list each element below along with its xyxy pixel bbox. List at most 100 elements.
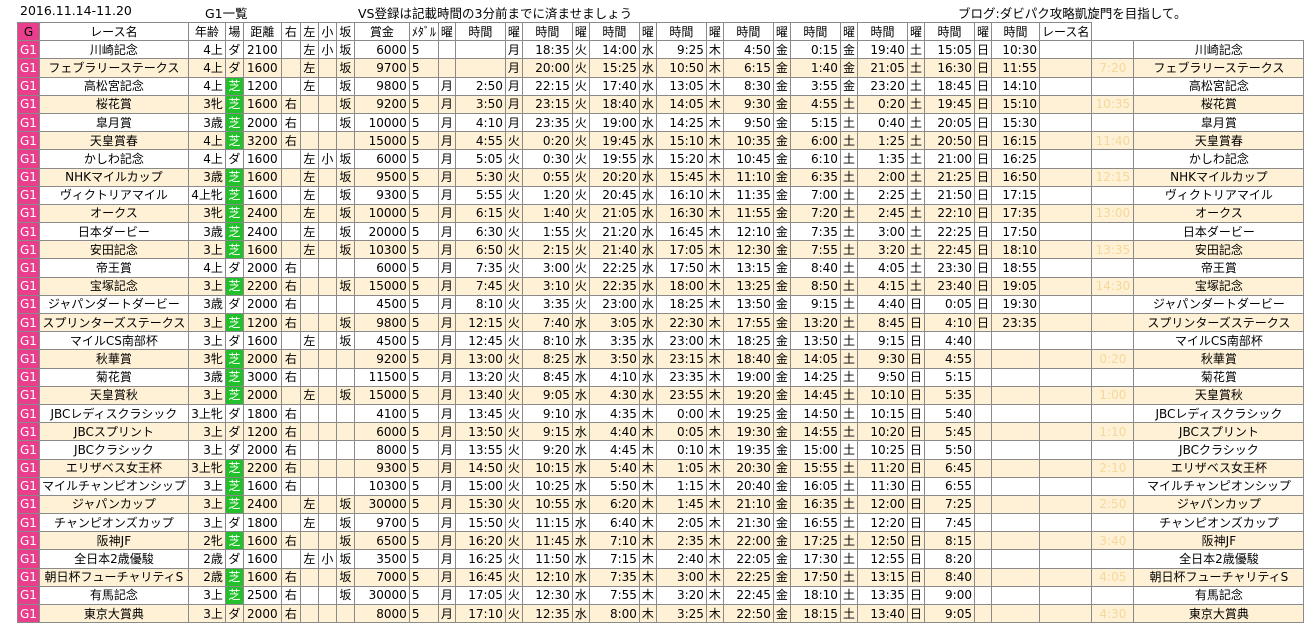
right-turn-cell bbox=[280, 203, 301, 224]
prize-cell: 9800 bbox=[353, 76, 410, 96]
weekday-cell: 土 bbox=[839, 112, 858, 133]
age-cell: 3上 bbox=[187, 513, 226, 533]
race-name-cell: 菊花賞 bbox=[1133, 367, 1305, 387]
right-turn-cell: 右 bbox=[280, 349, 301, 369]
left-turn-cell bbox=[299, 112, 319, 133]
time-cell: 23:00 bbox=[588, 294, 640, 315]
time-cell: 10:15 bbox=[521, 458, 573, 478]
weekday-cell: 月 bbox=[437, 494, 456, 515]
time-cell: 9:25 bbox=[655, 40, 707, 60]
weekday-cell: 日 bbox=[906, 312, 925, 333]
column-header: 時間 bbox=[655, 21, 707, 42]
time-cell: 4:45 bbox=[588, 440, 640, 460]
time-cell: 13:35 bbox=[1091, 240, 1135, 260]
grade-cell: G1 bbox=[17, 349, 40, 369]
time-cell: 19:05 bbox=[990, 276, 1040, 296]
time-cell bbox=[1091, 585, 1135, 606]
medal-cell: 5 bbox=[408, 367, 439, 387]
weekday-cell: 木 bbox=[705, 385, 724, 405]
race-row: G1 安田記念 3上芝 1600 左坂 10300 5 月 6:50 火 2:15 火 21:40 水 17… bbox=[17, 240, 1305, 260]
weekday-cell bbox=[973, 367, 992, 387]
distance-cell: 3000 bbox=[242, 367, 282, 387]
prize-cell: 6500 bbox=[353, 531, 410, 551]
weekday-cell bbox=[1038, 276, 1093, 296]
blog-title: ブログ:ダビパク攻略凱旋門を目指して。 bbox=[958, 6, 1187, 21]
right-turn-cell: 右 bbox=[280, 585, 301, 606]
column-header: 曜 bbox=[705, 21, 724, 42]
grade-cell: G1 bbox=[17, 458, 40, 478]
distance-cell: 1600 bbox=[242, 476, 282, 496]
time-cell: 18:25 bbox=[722, 331, 774, 351]
right-turn-cell: 右 bbox=[280, 312, 301, 333]
small-course-cell bbox=[317, 531, 337, 551]
time-cell bbox=[990, 403, 1040, 424]
left-turn-cell: 左 bbox=[299, 494, 319, 515]
weekday-cell bbox=[1038, 349, 1093, 369]
prize-cell: 9300 bbox=[353, 185, 410, 205]
time-cell: 3:35 bbox=[521, 294, 573, 315]
prize-cell: 15000 bbox=[353, 131, 410, 151]
weekday-cell bbox=[1038, 167, 1093, 187]
vs-notice: VS登録は記載時間の3分前までに済ませましょう bbox=[358, 6, 633, 21]
weekday-cell: 金 bbox=[772, 58, 791, 78]
slope-cell: 坂 bbox=[335, 331, 355, 351]
race-name-cell: 皐月賞 bbox=[1133, 112, 1305, 133]
prize-cell: 4100 bbox=[353, 403, 410, 424]
weekday-cell: 水 bbox=[638, 276, 657, 296]
time-cell: 11:50 bbox=[521, 549, 573, 569]
weekday-cell: 火 bbox=[504, 276, 523, 296]
weekday-cell bbox=[1038, 476, 1093, 496]
race-name-cell: オークス bbox=[38, 203, 189, 224]
weekday-cell: 土 bbox=[839, 149, 858, 169]
time-cell bbox=[990, 549, 1040, 569]
left-turn-cell bbox=[299, 531, 319, 551]
weekday-cell: 木 bbox=[705, 494, 724, 515]
time-cell: 18:40 bbox=[722, 349, 774, 369]
time-cell: 19:00 bbox=[722, 367, 774, 387]
weekday-cell: 火 bbox=[504, 440, 523, 460]
slope-cell: 坂 bbox=[335, 276, 355, 296]
time-cell: 13:20 bbox=[454, 367, 506, 387]
weekday-cell: 火 bbox=[504, 458, 523, 478]
column-header: 右 bbox=[280, 21, 301, 42]
medal-cell: 5 bbox=[408, 276, 439, 296]
weekday-cell: 水 bbox=[638, 203, 657, 224]
race-name-cell: 菊花賞 bbox=[38, 367, 189, 387]
race-name-cell: マイルチャンピオンシップ bbox=[38, 476, 189, 496]
race-name-cell: かしわ記念 bbox=[38, 149, 189, 169]
time-cell: 19:00 bbox=[588, 112, 640, 133]
time-cell: 14:50 bbox=[789, 403, 841, 424]
weekday-cell: 水 bbox=[571, 440, 590, 460]
time-cell: 9:15 bbox=[789, 294, 841, 315]
prize-cell: 10300 bbox=[353, 240, 410, 260]
right-turn-cell bbox=[280, 549, 301, 569]
grade-cell: G1 bbox=[17, 549, 40, 569]
age-cell: 3上 bbox=[187, 603, 226, 624]
time-cell: 2:45 bbox=[856, 203, 908, 224]
weekday-cell: 水 bbox=[638, 131, 657, 151]
race-name-cell: ジャパンダートダービー bbox=[1133, 294, 1305, 315]
weekday-cell: 火 bbox=[571, 294, 590, 315]
time-cell: 23:40 bbox=[923, 276, 975, 296]
weekday-cell: 火 bbox=[504, 331, 523, 351]
weekday-cell: 土 bbox=[839, 203, 858, 224]
grade-cell: G1 bbox=[17, 422, 40, 442]
surface-cell: 芝 bbox=[224, 112, 244, 133]
weekday-cell: 月 bbox=[437, 131, 456, 151]
time-cell: 20:05 bbox=[923, 112, 975, 133]
weekday-cell: 月 bbox=[437, 185, 456, 205]
weekday-cell: 日 bbox=[906, 549, 925, 569]
time-cell: 22:15 bbox=[521, 76, 573, 96]
time-cell: 15:45 bbox=[655, 167, 707, 187]
weekday-cell: 日 bbox=[973, 58, 992, 78]
weekday-cell: 日 bbox=[906, 367, 925, 387]
slope-cell bbox=[335, 458, 355, 478]
time-cell: 16:10 bbox=[655, 185, 707, 205]
time-cell: 0:15 bbox=[789, 40, 841, 60]
time-cell: 3:55 bbox=[789, 76, 841, 96]
time-cell: 7:25 bbox=[923, 494, 975, 515]
grade-cell: G1 bbox=[17, 585, 40, 606]
weekday-cell: 日 bbox=[973, 149, 992, 169]
left-turn-cell bbox=[299, 458, 319, 478]
weekday-cell bbox=[973, 403, 992, 424]
